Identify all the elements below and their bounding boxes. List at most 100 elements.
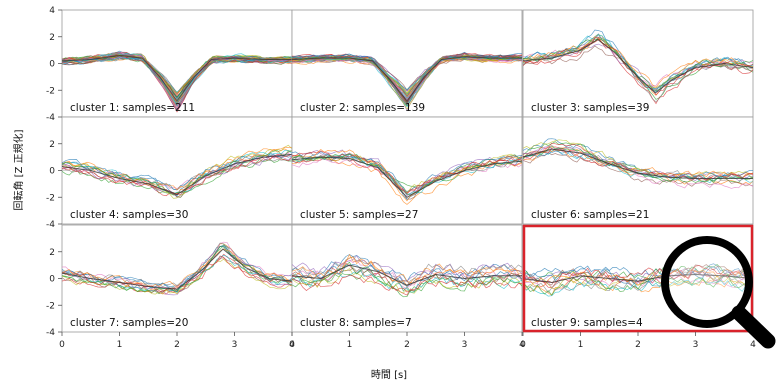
sample-trace bbox=[523, 139, 753, 179]
sample-trace bbox=[292, 149, 522, 197]
x-tick-label: 3 bbox=[693, 340, 699, 350]
mean-trace bbox=[292, 156, 522, 198]
x-tick-label: 3 bbox=[462, 340, 468, 350]
sample-trace bbox=[62, 150, 292, 196]
panel-1: cluster 1: samples=211 bbox=[61, 9, 293, 118]
sample-trace bbox=[292, 154, 522, 193]
x-tick-label: 0 bbox=[520, 340, 526, 350]
cluster-label: cluster 4: samples=30 bbox=[70, 209, 188, 221]
sample-trace bbox=[292, 274, 522, 293]
series-lines bbox=[292, 253, 522, 298]
series-lines bbox=[62, 144, 292, 199]
sample-trace bbox=[523, 146, 753, 180]
x-tick-label: 2 bbox=[174, 340, 180, 350]
cluster-label: cluster 1: samples=211 bbox=[70, 102, 195, 114]
y-tick-label: 0 bbox=[49, 275, 55, 285]
sample-trace bbox=[292, 54, 522, 110]
y-tick-label: 4 bbox=[49, 6, 55, 16]
sample-trace bbox=[62, 148, 292, 195]
panel-6: cluster 6: samples=21 bbox=[522, 116, 754, 225]
y-axis-label: 回転角 [Z 正規化] bbox=[12, 129, 25, 210]
mean-trace bbox=[523, 273, 753, 284]
series-lines bbox=[523, 263, 753, 297]
x-tick-label: 2 bbox=[404, 340, 410, 350]
series-lines bbox=[62, 241, 292, 296]
x-tick-label: 1 bbox=[117, 340, 123, 350]
panel-frame bbox=[291, 116, 523, 225]
panel-7: cluster 7: samples=20 bbox=[61, 224, 293, 333]
sample-trace bbox=[62, 258, 292, 295]
panel-frame bbox=[61, 224, 293, 333]
cluster-label: cluster 8: samples=7 bbox=[300, 317, 412, 329]
sample-trace bbox=[523, 148, 753, 181]
mean-trace bbox=[523, 148, 753, 180]
sample-trace bbox=[523, 43, 753, 90]
mean-trace bbox=[62, 54, 292, 102]
mean-trace bbox=[523, 38, 753, 94]
sample-trace bbox=[292, 269, 522, 292]
sample-trace bbox=[292, 263, 522, 288]
x-axis-label: 時間 [s] bbox=[371, 369, 407, 381]
x-tick-label: 3 bbox=[232, 340, 238, 350]
sample-trace bbox=[292, 256, 522, 287]
sample-trace bbox=[62, 255, 292, 293]
y-tick-label: -4 bbox=[46, 328, 55, 338]
panel-8: cluster 8: samples=7 bbox=[291, 224, 523, 333]
sample-trace bbox=[62, 54, 292, 94]
y-tick-label: 2 bbox=[49, 248, 55, 258]
x-tick-label: 0 bbox=[289, 340, 295, 350]
series-lines bbox=[292, 148, 522, 205]
sample-trace bbox=[523, 274, 753, 296]
y-tick-label: 0 bbox=[49, 167, 55, 177]
mean-trace bbox=[62, 248, 292, 290]
mean-trace bbox=[292, 56, 522, 102]
x-tick-label: 4 bbox=[519, 340, 525, 350]
sample-trace bbox=[292, 261, 522, 298]
panel-frame bbox=[291, 224, 523, 333]
y-tick-label: -2 bbox=[46, 193, 55, 203]
sample-trace bbox=[292, 150, 522, 194]
y-tick-label: -2 bbox=[46, 86, 55, 96]
mean-trace bbox=[62, 153, 292, 196]
sample-trace bbox=[62, 244, 292, 289]
y-tick-label: 2 bbox=[49, 140, 55, 150]
sample-trace bbox=[523, 265, 753, 284]
sample-trace bbox=[62, 146, 292, 191]
series-lines bbox=[523, 29, 753, 105]
cluster-label: cluster 2: samples=139 bbox=[300, 102, 425, 114]
panel-4: cluster 4: samples=30 bbox=[61, 116, 293, 225]
x-tick-label: 4 bbox=[750, 340, 756, 350]
panel-3: cluster 3: samples=39 bbox=[522, 9, 754, 118]
sample-trace bbox=[62, 253, 292, 295]
y-tick-label: 0 bbox=[49, 60, 55, 70]
sample-trace bbox=[292, 267, 522, 287]
x-tick-label: 1 bbox=[347, 340, 353, 350]
sample-trace bbox=[62, 155, 292, 194]
cluster-label: cluster 9: samples=4 bbox=[531, 317, 643, 329]
x-tick-label: 0 bbox=[59, 340, 65, 350]
sample-trace bbox=[292, 268, 522, 294]
cluster-label: cluster 5: samples=27 bbox=[300, 209, 418, 221]
cluster-label: cluster 3: samples=39 bbox=[531, 102, 649, 114]
sample-trace bbox=[523, 271, 753, 293]
x-tick-label: 4 bbox=[289, 340, 295, 350]
sample-trace bbox=[523, 268, 753, 288]
cluster-label: cluster 6: samples=21 bbox=[531, 209, 649, 221]
panel-5: cluster 5: samples=27 bbox=[291, 116, 523, 225]
sample-trace bbox=[292, 151, 522, 200]
series-lines bbox=[62, 50, 292, 113]
sample-trace bbox=[62, 255, 292, 293]
series-lines bbox=[292, 51, 522, 112]
panels-layer: cluster 1: samples=211 cluster 2: samples… bbox=[61, 9, 754, 333]
x-tick-label: 2 bbox=[635, 340, 641, 350]
sample-trace bbox=[523, 145, 753, 183]
sample-trace bbox=[523, 268, 753, 288]
sample-trace bbox=[523, 38, 753, 88]
sample-trace bbox=[523, 265, 753, 284]
y-tick-label: -4 bbox=[46, 220, 55, 230]
sample-trace bbox=[62, 246, 292, 293]
panel-frame bbox=[61, 116, 293, 225]
magnifier-icon bbox=[661, 236, 776, 349]
